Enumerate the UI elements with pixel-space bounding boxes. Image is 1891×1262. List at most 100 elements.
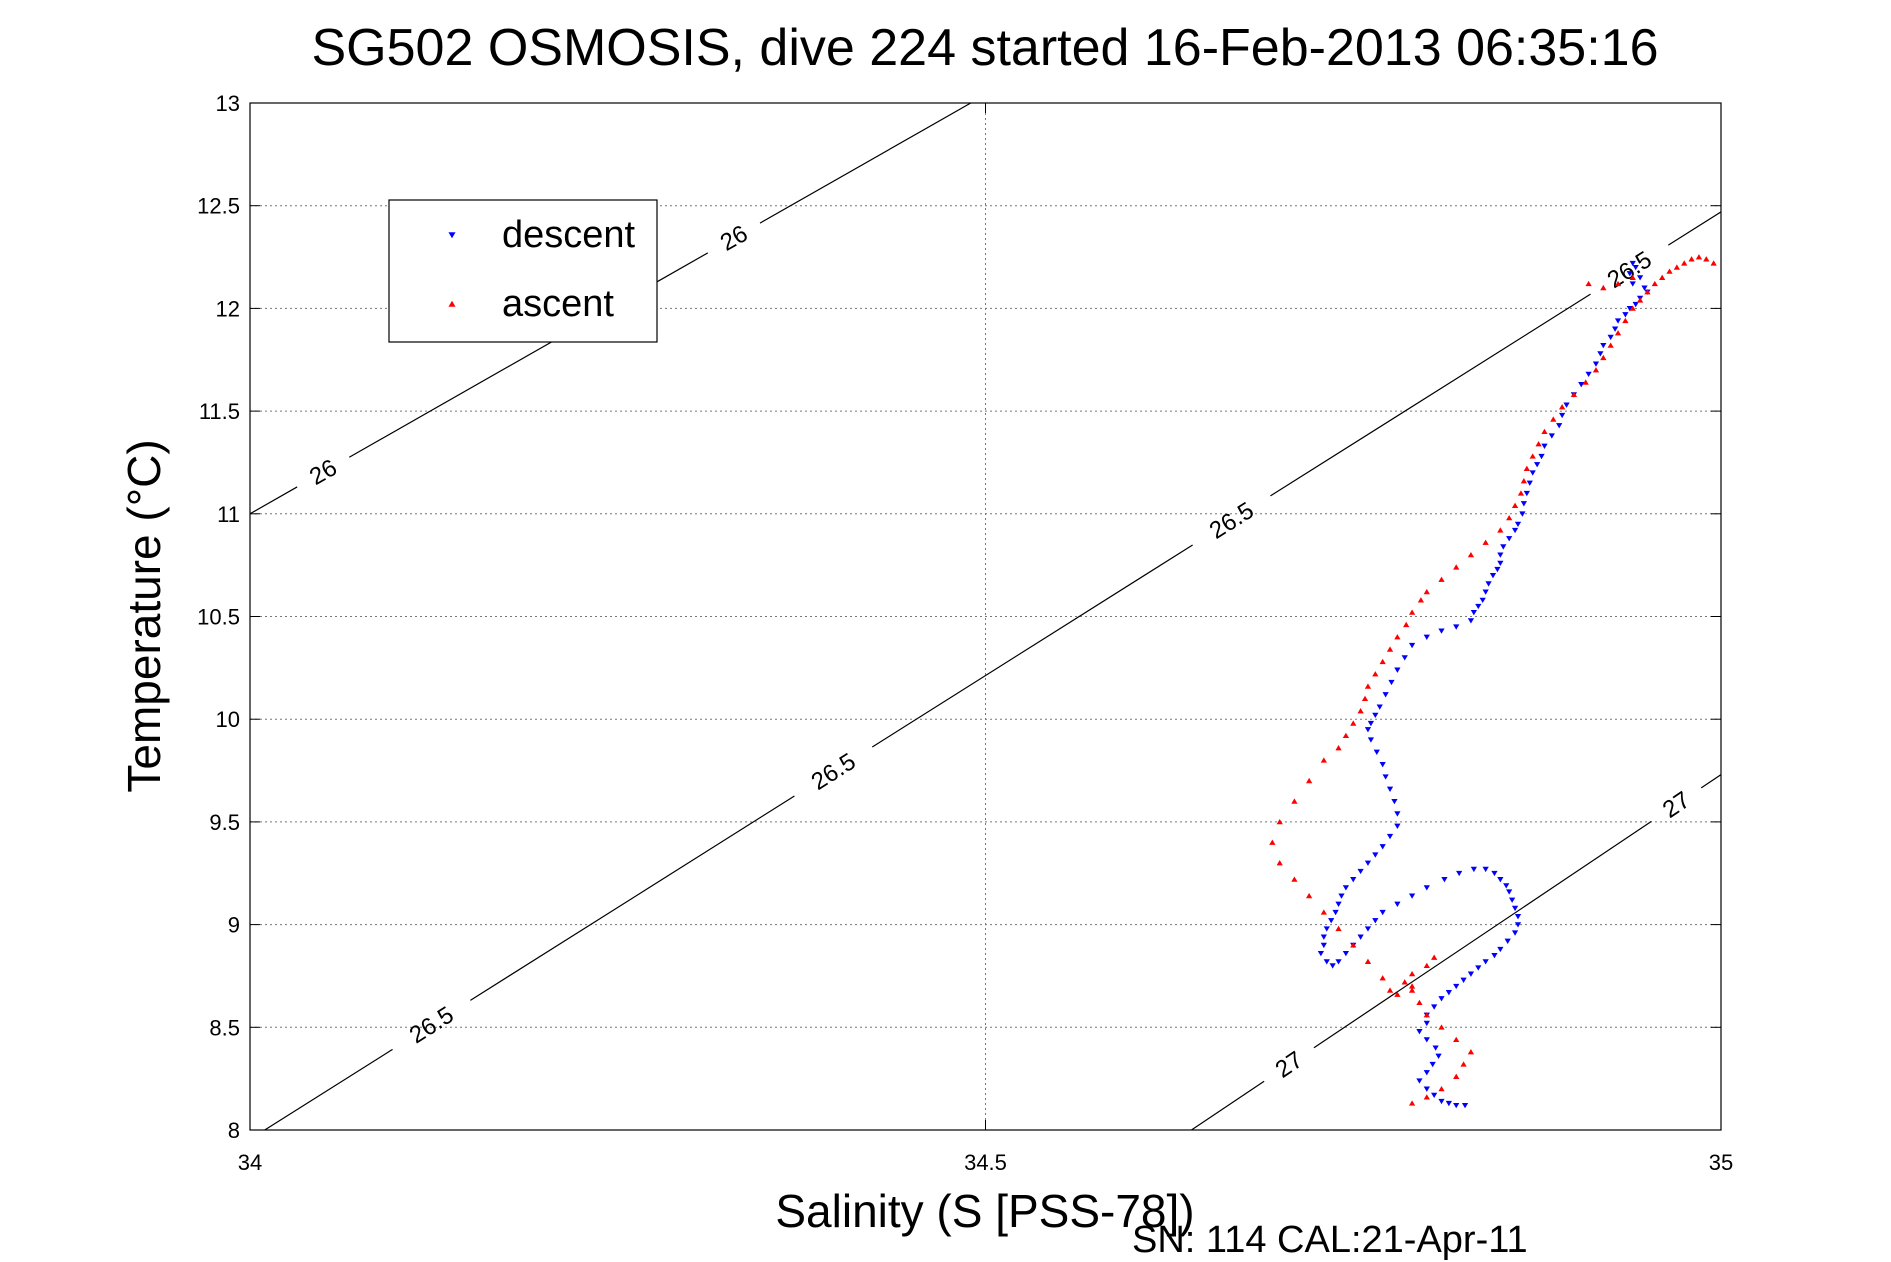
descent-point — [1482, 589, 1489, 595]
ascent-point — [1408, 983, 1416, 989]
descent-point — [1614, 318, 1622, 324]
descent-point — [1497, 946, 1504, 953]
ascent-point — [1364, 958, 1372, 964]
density-contour-label: 26 — [716, 220, 753, 257]
descent-point — [1629, 281, 1636, 287]
descent-point — [1597, 351, 1604, 357]
ascent-point — [1614, 330, 1622, 336]
descent-point — [1342, 950, 1350, 957]
descent-point — [1394, 823, 1401, 829]
descent-point — [1423, 1070, 1430, 1076]
descent-point — [1431, 1004, 1438, 1010]
ascent-point — [1651, 280, 1658, 287]
descent-point — [1350, 877, 1357, 883]
descent-point — [1323, 959, 1330, 965]
ascent-point — [1644, 289, 1651, 295]
ascent-point — [1541, 428, 1548, 435]
ascent-point — [1523, 465, 1530, 471]
chart-title: SG502 OSMOSIS, dive 224 started 16-Feb-2… — [311, 19, 1658, 77]
legend-marker-ascent — [448, 300, 456, 307]
ascent-point — [1460, 1061, 1467, 1067]
descent-point — [1373, 749, 1380, 755]
ascent-point — [1592, 367, 1600, 373]
descent-point — [1534, 462, 1541, 468]
descent-point — [1441, 877, 1448, 883]
descent-point — [1379, 909, 1386, 916]
ascent-series — [1269, 254, 1717, 1106]
ascent-point — [1401, 979, 1408, 985]
density-contour-label: 26.5 — [1205, 497, 1259, 545]
descent-point — [1636, 275, 1644, 281]
descent-point — [1600, 342, 1607, 349]
ascent-point — [1453, 564, 1460, 570]
descent-point — [1511, 930, 1519, 936]
ascent-point — [1408, 970, 1416, 977]
ascent-point — [1529, 453, 1536, 459]
descent-point — [1467, 618, 1475, 624]
descent-point — [1386, 833, 1394, 840]
y-tick-label: 10.5 — [197, 605, 240, 630]
ascent-point — [1305, 777, 1313, 784]
descent-point — [1323, 926, 1330, 932]
ascent-point — [1291, 876, 1298, 882]
ascent-point — [1511, 502, 1519, 508]
ascent-point — [1629, 274, 1636, 280]
density-contour-line — [1270, 293, 1591, 497]
descent-point — [1320, 942, 1327, 949]
descent-point — [1416, 1029, 1423, 1035]
descent-point — [1629, 260, 1636, 267]
ascent-point — [1600, 354, 1607, 361]
descent-point — [1456, 870, 1463, 877]
descent-point — [1332, 909, 1339, 916]
descent-point — [1435, 1053, 1442, 1059]
ascent-point — [1305, 892, 1313, 899]
ascent-point — [1438, 576, 1445, 582]
descent-point — [1357, 934, 1364, 940]
ascent-point — [1681, 260, 1688, 266]
ascent-point — [1585, 280, 1592, 287]
descent-point — [1453, 1102, 1460, 1109]
descent-point — [1585, 371, 1592, 378]
x-axis-label: Salinity (S [PSS-78]) — [775, 1185, 1194, 1237]
descent-point — [1394, 901, 1401, 907]
ascent-point — [1550, 416, 1557, 422]
descent-point — [1485, 581, 1492, 587]
ascent-point — [1350, 720, 1357, 726]
ascent-point — [1357, 708, 1364, 714]
ascent-point — [1600, 284, 1607, 291]
descent-point — [1578, 382, 1585, 388]
ascent-point — [1423, 588, 1430, 595]
y-tick-label: 8 — [228, 1118, 240, 1143]
ascent-point — [1335, 745, 1342, 751]
ascent-point — [1416, 999, 1423, 1006]
descent-point — [1386, 786, 1394, 792]
descent-point — [1622, 312, 1629, 318]
x-tick-label: 34.5 — [964, 1150, 1007, 1175]
descent-point — [1489, 573, 1497, 579]
descent-point — [1563, 402, 1570, 408]
ascent-point — [1394, 991, 1401, 997]
descent-point — [1475, 965, 1482, 971]
descent-point — [1376, 704, 1383, 710]
descent-point — [1556, 423, 1563, 429]
legend-label-descent: descent — [502, 214, 636, 256]
descent-point — [1423, 885, 1430, 891]
y-axis-label: Temperature (°C) — [118, 439, 170, 792]
descent-point — [1632, 301, 1639, 308]
y-tick-label: 9 — [228, 913, 240, 938]
descent-point — [1611, 326, 1619, 332]
descent-point — [1372, 852, 1379, 858]
ascent-point — [1453, 1036, 1460, 1043]
descent-point — [1391, 798, 1398, 805]
density-contour-line — [1668, 211, 1721, 246]
ascent-point — [1417, 597, 1425, 603]
descent-point — [1367, 737, 1375, 743]
descent-point — [1423, 634, 1430, 640]
ascent-point — [1269, 839, 1276, 845]
y-tick-label: 11.5 — [199, 399, 240, 424]
density-contour-line — [1700, 774, 1721, 789]
ascent-point — [1659, 274, 1666, 280]
y-tick-label: 10 — [216, 707, 240, 732]
descent-point — [1388, 679, 1395, 686]
y-tick-label: 8.5 — [209, 1015, 240, 1040]
